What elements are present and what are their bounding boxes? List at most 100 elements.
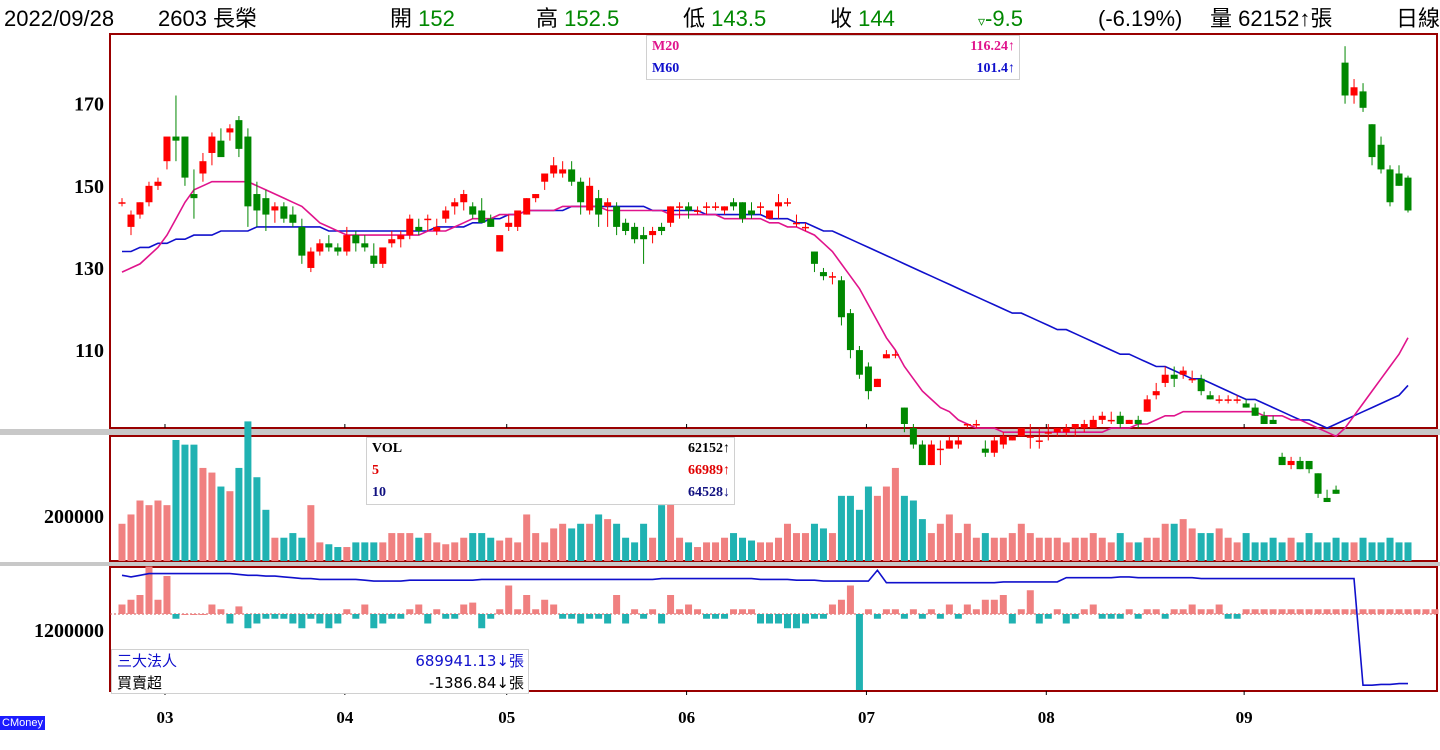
inst-bar [918, 614, 926, 619]
candle [667, 206, 675, 227]
volume-bar [703, 542, 711, 561]
volume-bar [783, 523, 791, 561]
candle-body [1188, 378, 1196, 381]
volume-bar [226, 491, 234, 561]
candle-body [613, 206, 621, 227]
candle [1278, 452, 1286, 466]
inst-bar [730, 609, 738, 614]
volume-legend: VOL 62152↑ 5 66989↑ 10 64528↓ [366, 437, 735, 505]
candle-body [1350, 87, 1358, 96]
month-label: 07 [858, 708, 876, 727]
volume-bar [154, 500, 162, 561]
candle-body [864, 366, 872, 392]
inst-bar [631, 609, 639, 614]
volume-bar [1152, 537, 1160, 561]
candle-body [622, 222, 630, 231]
inst-bar [640, 614, 648, 619]
candle-body [208, 136, 216, 153]
inst-bar [676, 609, 684, 614]
candle-body [810, 251, 818, 264]
candle-body [721, 206, 729, 211]
candle [1206, 391, 1214, 400]
inst-bar [1224, 614, 1232, 619]
inst-bar [532, 609, 540, 614]
volume-bar [307, 505, 315, 561]
inst-bar [1377, 609, 1385, 614]
volume-bar [280, 537, 288, 561]
vol-ma5-value: 66989↑ [688, 463, 730, 478]
volume-bar [1287, 537, 1295, 561]
candle [972, 419, 980, 429]
volume-bar [451, 542, 459, 561]
candle [1251, 403, 1259, 416]
volume-bar [694, 547, 702, 561]
volume-bar [199, 467, 207, 561]
candle-body [846, 313, 854, 351]
inst-bar [307, 614, 315, 619]
header-bar: 2022/09/28 2603 長榮 開 152 高 152.5 低 143.5… [0, 0, 1440, 34]
candle-body [1386, 169, 1394, 203]
volume-bar [244, 421, 252, 561]
inst-bar [208, 604, 216, 614]
volume-bar [1134, 542, 1142, 561]
inst-bar [244, 614, 252, 629]
candle-body [990, 440, 998, 453]
candle-body [1035, 440, 1043, 442]
candle [1035, 428, 1043, 449]
candle [792, 214, 800, 227]
inst-bar [451, 614, 459, 619]
candle-body [1341, 62, 1349, 96]
candle [981, 440, 989, 457]
volume-bar [1071, 537, 1079, 561]
inst-bar [1350, 609, 1358, 614]
candle-body [909, 428, 917, 445]
month-label: 06 [678, 708, 695, 727]
inst-bar [1359, 609, 1367, 614]
volume-bar [900, 495, 908, 561]
inst-bar [703, 614, 711, 619]
candle-body [280, 206, 288, 219]
volume-bar [1404, 542, 1412, 561]
candle-body [873, 378, 881, 388]
inst-bar [658, 614, 666, 624]
candle [801, 222, 809, 231]
candle [1395, 165, 1403, 186]
inst-bar [577, 614, 585, 624]
change-percent: (-6.19%) [1098, 6, 1183, 31]
candle-body [748, 210, 756, 215]
candle [352, 231, 360, 252]
vol-value: 62152↑ [688, 441, 730, 456]
candle-body [1080, 424, 1088, 429]
candle-body [739, 202, 747, 219]
candle-body [1260, 415, 1268, 424]
candle-body [361, 243, 369, 248]
candle-body [478, 210, 486, 223]
volume-bar [846, 495, 854, 561]
candle [873, 378, 881, 388]
candle-body [963, 424, 971, 426]
candle [721, 206, 729, 215]
volume-bar [298, 537, 306, 561]
candle-body [730, 202, 738, 207]
inst-bar [945, 604, 953, 614]
volume-bar [577, 523, 585, 561]
candle [631, 222, 639, 244]
candle [1377, 136, 1385, 174]
inst-bar [280, 614, 288, 619]
volume-bar [730, 533, 738, 561]
candle-body [1125, 419, 1133, 424]
candle-body [127, 214, 135, 227]
volume-bar [163, 505, 171, 561]
candle-body [837, 280, 845, 318]
candle-body [424, 218, 432, 221]
inst-bar [1179, 609, 1187, 614]
candle [1215, 395, 1223, 404]
volume-bar [1251, 542, 1259, 561]
inst-bar [990, 599, 998, 614]
inst-bar [1431, 609, 1439, 614]
candle-body [1296, 460, 1304, 470]
inst-bar [460, 604, 468, 614]
volume-bar [1188, 528, 1196, 561]
inst-bar [783, 614, 791, 629]
volume-bar [262, 509, 270, 561]
